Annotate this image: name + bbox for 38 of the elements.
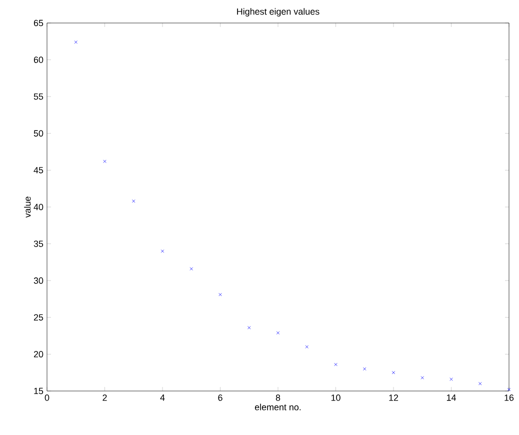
- point: [420, 376, 424, 380]
- x-tick-label: 6: [218, 394, 222, 401]
- y-tick-label: 30: [34, 277, 44, 284]
- point: [334, 362, 338, 366]
- y-tick-label: 40: [34, 204, 44, 210]
- point: [507, 388, 511, 392]
- point: [218, 292, 222, 296]
- x-tick-label: 16: [504, 394, 514, 401]
- x-tick-label: 10: [331, 394, 340, 401]
- y-tick-label: 35: [34, 240, 44, 247]
- x-tick-label: 14: [446, 394, 456, 401]
- x-tick-label: 12: [389, 394, 398, 401]
- x-tick-label: 0: [44, 394, 50, 401]
- y-tick-label: 45: [34, 167, 44, 174]
- y-axis-title: value: [24, 196, 31, 218]
- point: [305, 345, 308, 348]
- x-tick-label: 8: [276, 394, 280, 401]
- point: [74, 40, 78, 44]
- point: [103, 160, 106, 163]
- y-tick-label: 55: [34, 93, 44, 100]
- chart-title: Highest eigen values: [237, 8, 320, 16]
- y-tick-label: 65: [34, 20, 44, 26]
- point: [190, 267, 193, 270]
- x-tick-label: 2: [102, 394, 107, 401]
- point: [478, 382, 482, 386]
- point: [363, 367, 366, 371]
- x-axis-title: element no.: [254, 404, 301, 410]
- y-tick-label: 50: [34, 130, 44, 137]
- point: [132, 199, 136, 203]
- y-tick-label: 15: [34, 388, 44, 394]
- y-tick-label: 20: [34, 351, 44, 358]
- x-tick-label: 4: [160, 394, 165, 401]
- point: [160, 250, 164, 253]
- point: [276, 331, 280, 334]
- y-tick-label: 60: [34, 56, 44, 63]
- point: [248, 326, 251, 330]
- point: [392, 370, 396, 374]
- y-tick-label: 25: [34, 314, 44, 321]
